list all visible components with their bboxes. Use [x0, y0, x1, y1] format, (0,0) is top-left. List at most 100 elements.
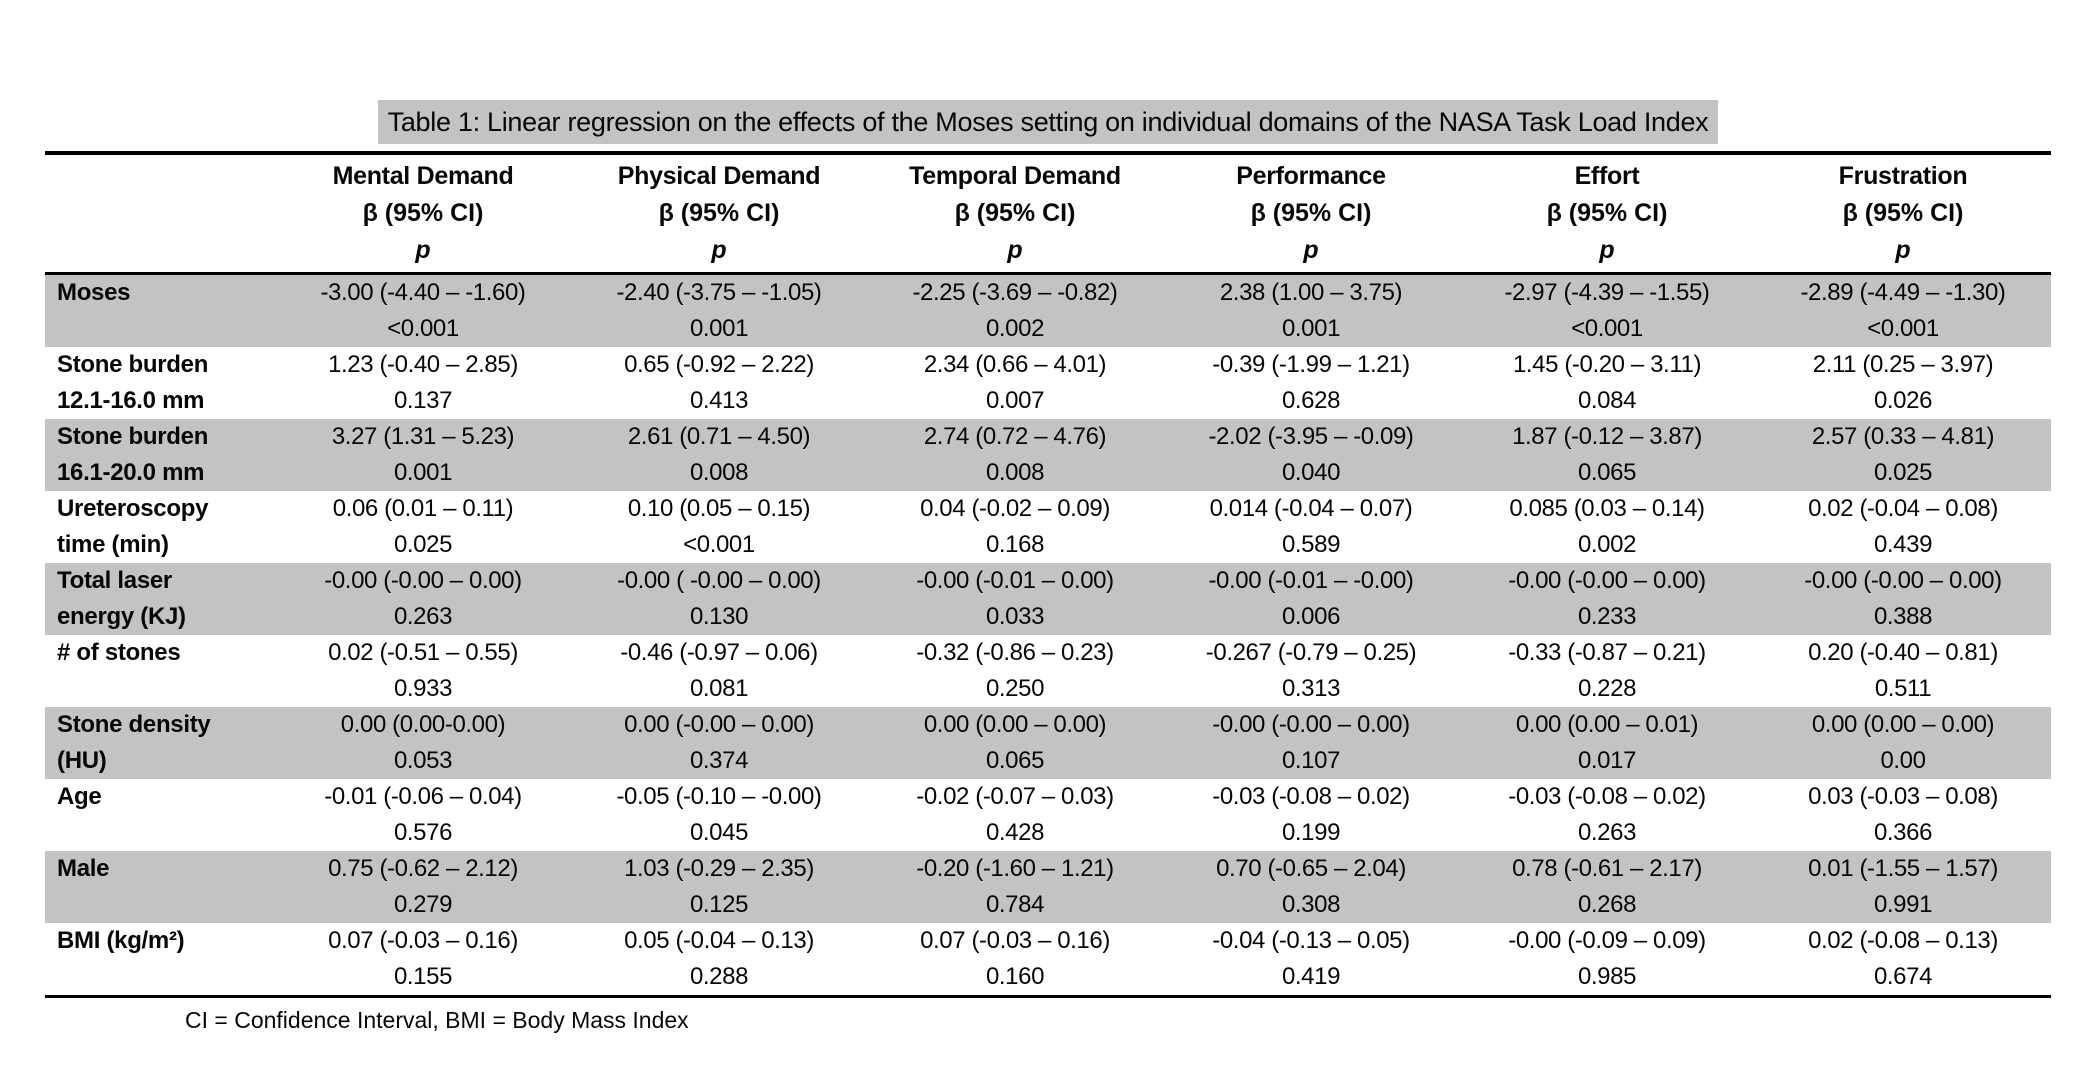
- row-label-line2: [57, 887, 275, 923]
- beta-ci-value: -0.00 (-0.00 – 0.00): [1804, 567, 2002, 594]
- p-value: 0.025: [1873, 459, 1933, 486]
- p-value: <0.001: [1867, 315, 1939, 342]
- beta-ci-value: 0.04 (-0.02 – 0.09): [920, 495, 1110, 522]
- p-value: 0.250: [985, 675, 1045, 702]
- table-row: Ureteroscopy time (min) 0.06 (0.01 – 0.1…: [45, 491, 2051, 563]
- beta-p-cell: 0.02 (-0.08 – 0.13) 0.674: [1755, 923, 2051, 995]
- p-value: 0.511: [1874, 675, 1932, 702]
- p-value: 0.033: [985, 603, 1045, 630]
- p-value: 0.589: [1281, 531, 1341, 558]
- column-header-mental-demand: Mental Demand β (95% CI) p: [275, 158, 571, 268]
- row-label-line2: (HU): [57, 747, 107, 774]
- p-value: 0.006: [1281, 603, 1341, 630]
- row-label-line1: Stone density: [57, 711, 211, 738]
- beta-ci-value: 2.57 (0.33 – 4.81): [1811, 423, 1995, 450]
- row-label-line1: # of stones: [57, 639, 181, 666]
- beta-p-cell: 0.00 (0.00 – 0.01) 0.017: [1459, 707, 1755, 779]
- beta-p-cell: 0.10 (0.05 – 0.15) <0.001: [571, 491, 867, 563]
- beta-ci-value: -0.00 (-0.00 – 0.00): [324, 567, 522, 594]
- p-value: 0.00: [1880, 747, 1926, 774]
- beta-ci-value: -0.267 (-0.79 – 0.25): [1205, 639, 1417, 666]
- beta-p-cell: -0.46 (-0.97 – 0.06) 0.081: [571, 635, 867, 707]
- beta-ci-value: -0.32 (-0.86 – 0.23): [916, 639, 1114, 666]
- p-value: 0.288: [689, 963, 749, 990]
- beta-ci-value: -0.00 (-0.00 – 0.00): [1508, 567, 1706, 594]
- beta-p-cell: 0.06 (0.01 – 0.11) 0.025: [275, 491, 571, 563]
- beta-ci-value: -0.33 (-0.87 – 0.21): [1508, 639, 1706, 666]
- column-title: Effort: [1574, 162, 1640, 190]
- beta-ci-value: -0.39 (-1.99 – 1.21): [1212, 351, 1410, 378]
- beta-p-cell: 0.65 (-0.92 – 2.22) 0.413: [571, 347, 867, 419]
- column-beta-ci-label: β (95% CI): [1842, 199, 1964, 227]
- row-label-line1: BMI (kg/m²): [57, 927, 185, 954]
- beta-p-cell: -0.33 (-0.87 – 0.21) 0.228: [1459, 635, 1755, 707]
- p-value: 0.081: [689, 675, 749, 702]
- beta-p-cell: -0.00 (-0.01 – 0.00) 0.033: [867, 563, 1163, 635]
- column-header-frustration: Frustration β (95% CI) p: [1755, 158, 2051, 268]
- p-value: 0.388: [1873, 603, 1933, 630]
- p-value: <0.001: [683, 531, 755, 558]
- row-label: Age: [45, 779, 275, 851]
- row-label-line2: 16.1-20.0 mm: [57, 459, 205, 486]
- table-row: Stone burden 16.1-20.0 mm 3.27 (1.31 – 5…: [45, 419, 2051, 491]
- beta-ci-value: 0.06 (0.01 – 0.11): [332, 495, 514, 522]
- p-value: 0.125: [689, 891, 749, 918]
- beta-ci-value: -0.03 (-0.08 – 0.02): [1508, 783, 1706, 810]
- column-p-label: p: [1007, 236, 1023, 264]
- beta-p-cell: 0.78 (-0.61 – 2.17) 0.268: [1459, 851, 1755, 923]
- row-label: BMI (kg/m²): [45, 923, 275, 995]
- p-value: 0.155: [393, 963, 453, 990]
- p-value: 0.674: [1873, 963, 1933, 990]
- beta-p-cell: 0.20 (-0.40 – 0.81) 0.511: [1755, 635, 2051, 707]
- beta-ci-value: -2.40 (-3.75 – -1.05): [616, 279, 822, 306]
- beta-p-cell: 2.74 (0.72 – 4.76) 0.008: [867, 419, 1163, 491]
- beta-ci-value: 1.45 (-0.20 – 3.11): [1512, 351, 1702, 378]
- p-value: 0.040: [1281, 459, 1341, 486]
- regression-table: Mental Demand β (95% CI) p Physical Dema…: [45, 151, 2051, 998]
- p-value: <0.001: [387, 315, 459, 342]
- p-value: 0.065: [1577, 459, 1637, 486]
- beta-p-cell: -2.25 (-3.69 – -0.82) 0.002: [867, 275, 1163, 347]
- beta-ci-value: 0.085 (0.03 – 0.14): [1509, 495, 1705, 522]
- beta-ci-value: 0.05 (-0.04 – 0.13): [624, 927, 814, 954]
- beta-p-cell: -0.00 (-0.01 – -0.00) 0.006: [1163, 563, 1459, 635]
- beta-ci-value: 0.00 (0.00-0.00): [340, 711, 506, 738]
- row-label-line1: Stone burden: [57, 351, 209, 378]
- beta-ci-value: -3.00 (-4.40 – -1.60): [320, 279, 526, 306]
- table-row: Age -0.01 (-0.06 – 0.04) 0.576 -0.05 (-0…: [45, 779, 2051, 851]
- beta-p-cell: 0.085 (0.03 – 0.14) 0.002: [1459, 491, 1755, 563]
- beta-p-cell: 0.03 (-0.03 – 0.08) 0.366: [1755, 779, 2051, 851]
- beta-p-cell: 0.05 (-0.04 – 0.13) 0.288: [571, 923, 867, 995]
- p-value: 0.228: [1577, 675, 1637, 702]
- beta-p-cell: 0.02 (-0.04 – 0.08) 0.439: [1755, 491, 2051, 563]
- row-label-line2: [57, 959, 275, 995]
- beta-ci-value: 0.014 (-0.04 – 0.07): [1209, 495, 1413, 522]
- p-value: 0.137: [393, 387, 453, 414]
- beta-ci-value: 0.07 (-0.03 – 0.16): [920, 927, 1110, 954]
- beta-p-cell: -2.02 (-3.95 – -0.09) 0.040: [1163, 419, 1459, 491]
- beta-ci-value: -0.00 (-0.00 – 0.00): [1212, 711, 1410, 738]
- p-value: 0.007: [985, 387, 1045, 414]
- p-value: 0.002: [1577, 531, 1637, 558]
- beta-ci-value: -0.01 (-0.06 – 0.04): [324, 783, 522, 810]
- p-value: 0.428: [985, 819, 1045, 846]
- beta-p-cell: 2.11 (0.25 – 3.97) 0.026: [1755, 347, 2051, 419]
- beta-ci-value: 0.02 (-0.08 – 0.13): [1808, 927, 1998, 954]
- beta-ci-value: -2.25 (-3.69 – -0.82): [912, 279, 1118, 306]
- beta-ci-value: 0.00 (-0.00 – 0.00): [624, 711, 814, 738]
- p-value: 0.413: [689, 387, 749, 414]
- column-beta-ci-label: β (95% CI): [658, 199, 780, 227]
- beta-ci-value: 2.11 (0.25 – 3.97): [1812, 351, 1994, 378]
- p-value: 0.017: [1577, 747, 1637, 774]
- table-body: Moses -3.00 (-4.40 – -1.60) <0.001 -2.40…: [45, 275, 2051, 995]
- column-title: Temporal Demand: [909, 162, 1121, 190]
- beta-ci-value: 2.74 (0.72 – 4.76): [923, 423, 1107, 450]
- beta-ci-value: 2.38 (1.00 – 3.75): [1219, 279, 1403, 306]
- p-value: 0.374: [689, 747, 749, 774]
- table-row: BMI (kg/m²) 0.07 (-0.03 – 0.16) 0.155 0.…: [45, 923, 2051, 995]
- column-header-performance: Performance β (95% CI) p: [1163, 158, 1459, 268]
- p-value: 0.268: [1577, 891, 1637, 918]
- beta-p-cell: -0.02 (-0.07 – 0.03) 0.428: [867, 779, 1163, 851]
- beta-p-cell: 2.38 (1.00 – 3.75) 0.001: [1163, 275, 1459, 347]
- beta-p-cell: 0.00 (0.00 – 0.00) 0.065: [867, 707, 1163, 779]
